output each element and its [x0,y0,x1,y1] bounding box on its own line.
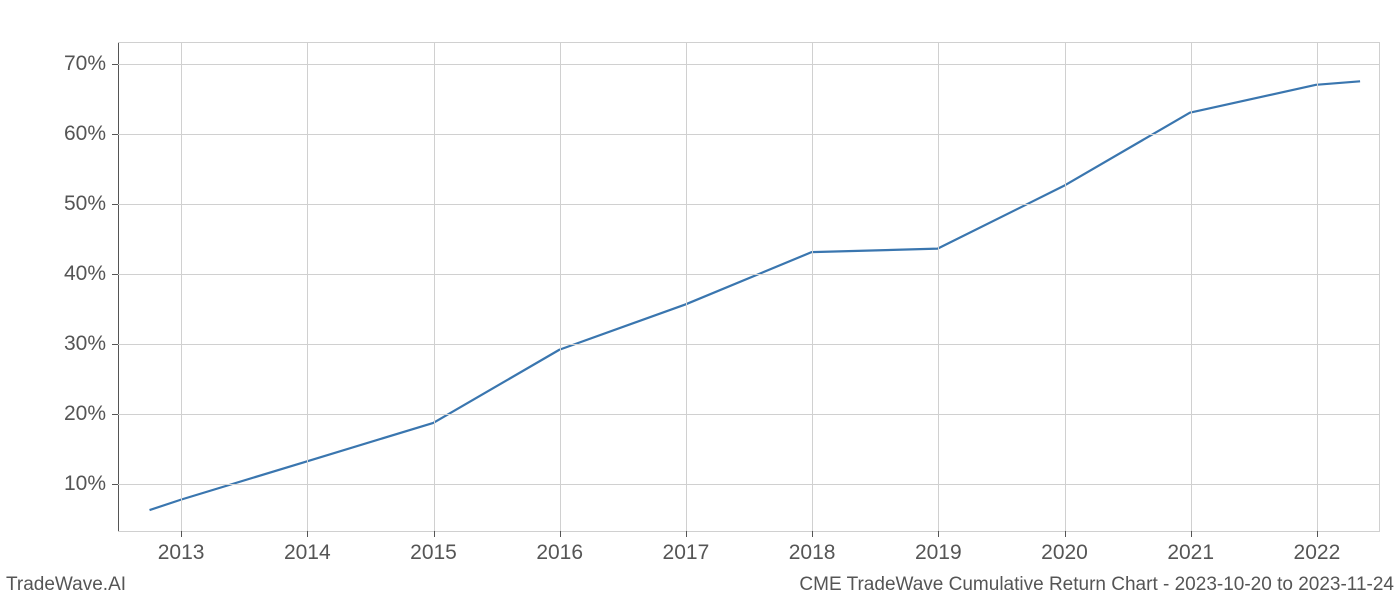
grid-line-vertical [1317,43,1318,531]
y-tick-label: 50% [64,192,118,216]
x-tick-label: 2014 [284,531,331,565]
plot-area: 10%20%30%40%50%60%70%2013201420152016201… [118,42,1380,532]
y-tick-label: 40% [64,262,118,286]
chart-container: 10% 20% 30% 40% 50% 60% 70% 2013 2014 2015 2016 201… [0,0,1400,600]
grid-line-vertical [434,43,435,531]
grid-line-vertical [812,43,813,531]
grid-line-vertical [686,43,687,531]
x-tick-label: 2019 [915,531,962,565]
x-tick-label: 2013 [158,531,205,565]
y-tick-label: 70% [64,52,118,76]
y-tick-label: 10% [64,472,118,496]
y-tick-label: 60% [64,122,118,146]
y-tick-label: 30% [64,332,118,356]
line-series [150,81,1361,510]
grid-line-vertical [1191,43,1192,531]
x-tick-label: 2022 [1294,531,1341,565]
grid-line-vertical [181,43,182,531]
grid-line-vertical [1065,43,1066,531]
x-tick-label: 2018 [789,531,836,565]
footer-caption: CME TradeWave Cumulative Return Chart - … [799,574,1394,596]
footer-brand: TradeWave.AI [6,574,126,596]
grid-line-vertical [938,43,939,531]
x-tick-label: 2021 [1167,531,1214,565]
x-tick-label: 2017 [663,531,710,565]
x-tick-label: 2015 [410,531,457,565]
x-tick-label: 2020 [1041,531,1088,565]
grid-line-vertical [307,43,308,531]
y-tick-label: 20% [64,402,118,426]
x-tick-label: 2016 [536,531,583,565]
grid-line-vertical [560,43,561,531]
